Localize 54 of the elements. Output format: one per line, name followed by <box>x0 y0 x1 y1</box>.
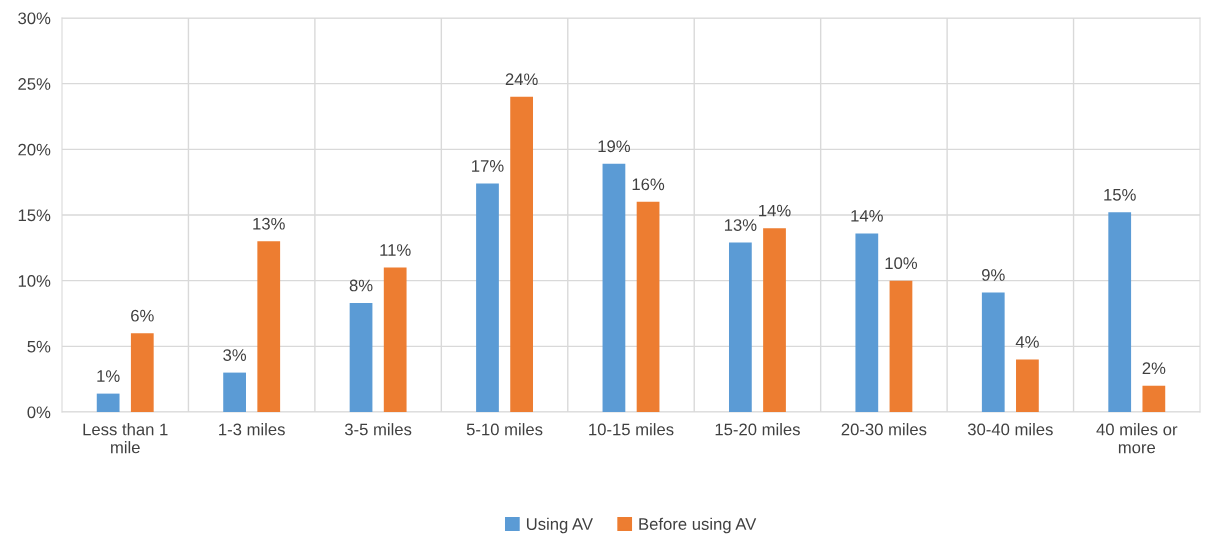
bar <box>763 228 786 412</box>
data-label: 10% <box>885 257 918 270</box>
data-label: 19% <box>598 140 631 153</box>
data-label: 9% <box>982 269 1005 281</box>
bar <box>383 267 407 412</box>
bar <box>855 233 879 412</box>
y-tick-label: 0% <box>27 406 51 419</box>
y-tick-label: 5% <box>27 340 51 353</box>
x-tick-label: 1-3 miles <box>219 423 285 436</box>
data-label: 11% <box>380 244 411 256</box>
bar <box>1142 385 1166 412</box>
data-label: 13% <box>724 219 757 231</box>
bar <box>602 163 626 412</box>
data-label: 24% <box>505 73 538 86</box>
legend-label: Before using AV <box>639 517 757 534</box>
data-label: 3% <box>223 349 247 361</box>
bar <box>476 183 499 412</box>
data-label: 1% <box>97 370 120 382</box>
data-label: 15% <box>1104 189 1136 201</box>
data-label: 6% <box>131 309 154 322</box>
y-tick-label: 15% <box>18 209 51 222</box>
x-tick-label: 10-15 miles <box>589 423 674 436</box>
x-tick-label: 30-40 miles <box>967 423 1053 436</box>
data-label: 14% <box>759 204 791 217</box>
data-label: 14% <box>851 210 883 222</box>
bar <box>257 241 281 412</box>
y-tick-label: 30% <box>18 12 51 25</box>
bar <box>1016 359 1039 412</box>
legend-label: Using AV <box>526 517 593 534</box>
bar <box>349 302 373 412</box>
bar <box>130 333 154 412</box>
y-tick-label: 20% <box>18 143 51 156</box>
bar <box>728 242 752 412</box>
y-tick-label: 25% <box>18 78 51 90</box>
x-tick-label: 5-10 miles <box>466 423 543 436</box>
data-label: 4% <box>1015 336 1039 348</box>
bar <box>636 201 660 412</box>
bar <box>981 292 1005 412</box>
x-tick-label: 40 miles or more <box>1096 423 1178 454</box>
y-tick-label: 10% <box>18 275 51 287</box>
data-label: 2% <box>1142 362 1166 375</box>
x-tick-label: Less than 1 mile <box>83 423 168 454</box>
x-tick-label: 15-20 miles <box>715 423 800 436</box>
x-tick-label: 3-5 miles <box>344 423 412 436</box>
bar <box>889 280 913 412</box>
data-label: 8% <box>349 279 373 292</box>
bar <box>510 96 534 412</box>
bar <box>223 372 246 412</box>
data-label: 16% <box>632 178 665 191</box>
x-tick-label: 20-30 miles <box>841 423 927 436</box>
data-label: 13% <box>253 217 285 230</box>
bar <box>1108 212 1132 412</box>
data-label: 17% <box>472 160 504 172</box>
bar <box>96 393 120 412</box>
